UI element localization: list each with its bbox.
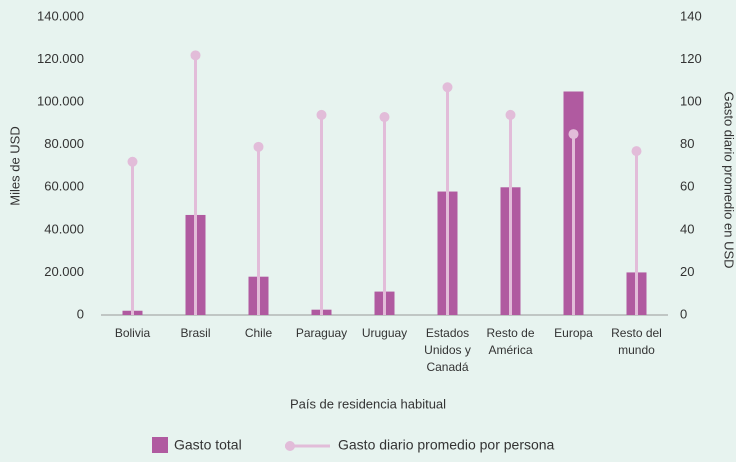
y-axis-title: Miles de USD [7, 126, 22, 205]
lollipop-head [568, 129, 579, 140]
y-tick-label: 60.000 [44, 179, 84, 194]
x-tick-label: Chile [244, 326, 273, 340]
y-tick-label: 20.000 [44, 264, 84, 279]
x-tick-label: Europa [554, 326, 593, 340]
y2-tick-label: 120 [680, 51, 702, 66]
lollipop-head [505, 109, 516, 120]
lollipop-head [442, 82, 453, 93]
y2-tick-label: 40 [680, 221, 694, 236]
lollipop-head [316, 109, 327, 120]
legend-label: Gasto total [174, 437, 242, 453]
y2-tick-label: 60 [680, 179, 694, 194]
y2-tick-label: 0 [680, 306, 687, 321]
x-tick-label: Paraguay [295, 326, 348, 340]
y-tick-label: 80.000 [44, 136, 84, 151]
y2-axis-title: Gasto diario promedio en USD [722, 91, 736, 268]
lollipop-head [190, 50, 201, 61]
legend-label: Gasto diario promedio por persona [338, 437, 555, 453]
y-tick-label: 0 [77, 306, 84, 321]
y-tick-label: 120.000 [37, 51, 84, 66]
lollipop-head [127, 156, 138, 167]
y2-tick-label: 100 [680, 94, 702, 109]
y2-tick-label: 20 [680, 264, 694, 279]
y2-tick-label: 140 [680, 8, 702, 23]
lollipop-head [631, 146, 642, 157]
x-tick-label: Estados Unidos y Canadá [424, 326, 471, 374]
legend-swatch [285, 441, 295, 451]
y-tick-label: 100.000 [37, 94, 84, 109]
x-tick-label: Brasil [180, 326, 211, 340]
x-tick-label: Resto del mundo [611, 326, 662, 357]
lollipop-head [253, 141, 264, 152]
y-tick-label: 140.000 [37, 8, 84, 23]
x-axis-title: País de residencia habitual [290, 396, 446, 411]
y2-tick-label: 80 [680, 136, 694, 151]
y-tick-label: 40.000 [44, 221, 84, 236]
x-tick-label: Resto de América [486, 326, 535, 357]
lollipop-head [379, 112, 390, 123]
x-tick-label: Bolivia [114, 326, 151, 340]
x-tick-label: Uruguay [361, 326, 408, 340]
legend-swatch [152, 437, 168, 453]
